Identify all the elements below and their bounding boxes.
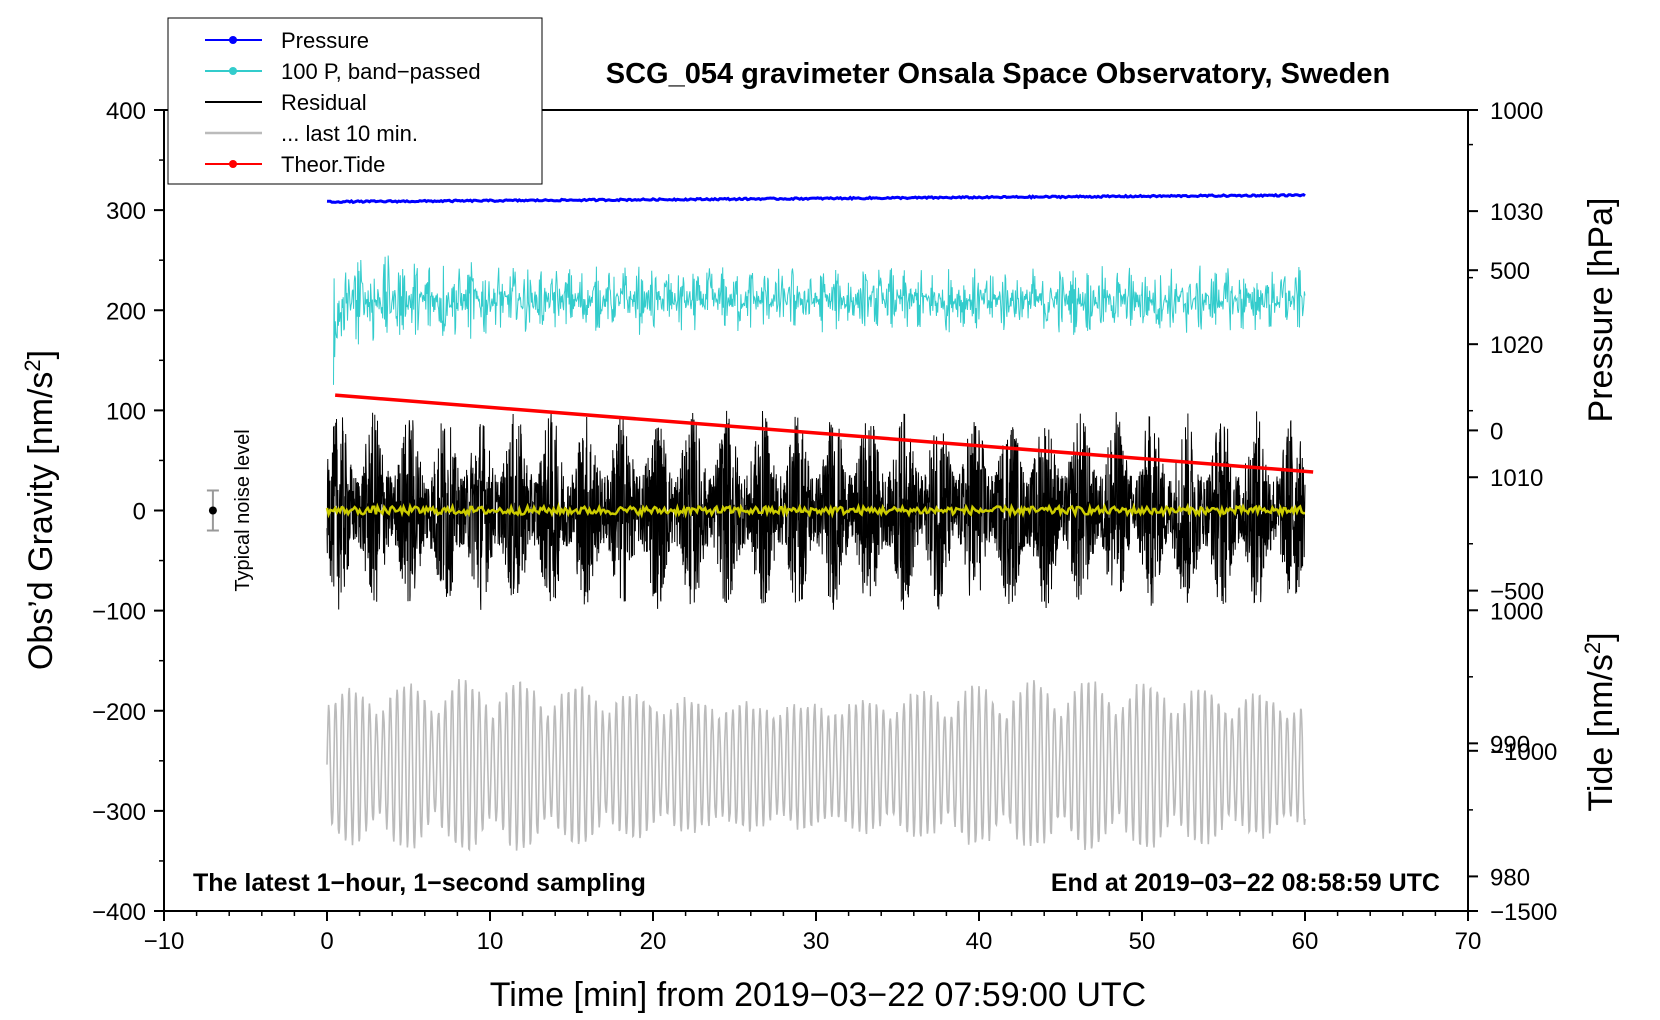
pressure-tick-label: 1020 bbox=[1490, 332, 1543, 359]
y-tick-label: −400 bbox=[92, 899, 146, 926]
y-axis-title-main: Obs’d Gravity [nm/s bbox=[22, 372, 60, 671]
tide-axis-title: Tide [nm/s2] bbox=[1580, 632, 1620, 811]
x-tick-label: 50 bbox=[1129, 928, 1156, 955]
x-tick-label: 70 bbox=[1455, 928, 1482, 955]
y-axis-title-sup: 2 bbox=[20, 359, 45, 371]
tide-axis-title-main: Tide [nm/s bbox=[1582, 654, 1620, 811]
tide-tick-label: 500 bbox=[1490, 258, 1530, 285]
legend-label: Pressure bbox=[281, 28, 369, 53]
series-theor-tide-line bbox=[335, 393, 1314, 474]
y-tick-label: 200 bbox=[106, 298, 146, 325]
noise-level-indicator: Typical noise level bbox=[206, 429, 254, 592]
pressure-tick-label: 1010 bbox=[1490, 465, 1543, 492]
y-tick-label: 400 bbox=[106, 98, 146, 125]
y-axis-ticks: 400 300 200 100 0 −100 −200 −300 −400 bbox=[92, 98, 164, 926]
x-tick-label: 10 bbox=[477, 928, 504, 955]
series-layer bbox=[325, 192, 1314, 852]
y-tick-label: 300 bbox=[106, 198, 146, 225]
x-tick-label: 60 bbox=[1292, 928, 1319, 955]
annotation-end-time: End at 2019−03−22 08:58:59 UTC bbox=[1051, 869, 1440, 897]
noise-center-dot bbox=[208, 506, 217, 515]
tide-tick-label: −1500 bbox=[1490, 899, 1557, 926]
legend-swatch-marker bbox=[229, 67, 237, 75]
tide-axis-title-end: ] bbox=[1582, 632, 1620, 641]
tide-tick-label: 0 bbox=[1490, 418, 1503, 445]
legend-label: ... last 10 min. bbox=[281, 121, 418, 146]
pressure-axis-ticks: 1030 1020 1010 1000 990 980 bbox=[1468, 143, 1543, 891]
chart-title: SCG_054 gravimeter Onsala Space Observat… bbox=[606, 58, 1390, 90]
tide-tick-label: 1000 bbox=[1490, 98, 1543, 125]
x-tick-label: 20 bbox=[640, 928, 667, 955]
x-tick-label: 0 bbox=[320, 928, 333, 955]
legend-swatch-marker bbox=[229, 160, 237, 168]
y-tick-label: −200 bbox=[92, 699, 146, 726]
y-axis-title-end: ] bbox=[22, 350, 60, 359]
legend-label: Theor.Tide bbox=[281, 152, 385, 177]
y-tick-label: 0 bbox=[133, 499, 146, 526]
series-last-10-min-line bbox=[326, 679, 1306, 852]
legend-label: 100 P, band−passed bbox=[281, 59, 481, 84]
y-tick-label: −300 bbox=[92, 799, 146, 826]
noise-label: Typical noise level bbox=[232, 429, 254, 591]
series-running-mean-line bbox=[325, 501, 1306, 519]
tide-axis-title-sup: 2 bbox=[1580, 642, 1605, 654]
x-tick-label: 40 bbox=[966, 928, 993, 955]
pressure-tick-label: 1000 bbox=[1490, 598, 1543, 625]
y-tick-label: −100 bbox=[92, 599, 146, 626]
annotation-sampling: The latest 1−hour, 1−second sampling bbox=[193, 869, 646, 897]
series-pressure-line bbox=[326, 192, 1306, 205]
legend-label: Residual bbox=[281, 90, 367, 115]
pressure-tick-label: 990 bbox=[1490, 731, 1530, 758]
pressure-tick-label: 1030 bbox=[1490, 199, 1543, 226]
pressure-axis-title: Pressure [hPa] bbox=[1582, 198, 1620, 423]
legend-swatch-marker bbox=[229, 36, 237, 44]
pressure-tick-label: 980 bbox=[1490, 864, 1530, 891]
y-axis-title: Obs’d Gravity [nm/s2] bbox=[20, 350, 60, 670]
x-axis-ticks: −10 0 10 20 30 40 50 60 70 bbox=[144, 911, 1482, 955]
series-residual-line bbox=[326, 410, 1306, 610]
tide-tick-label: −500 bbox=[1490, 579, 1544, 606]
y-tick-label: 100 bbox=[106, 398, 146, 425]
x-axis-title: Time [min] from 2019−03−22 07:59:00 UTC bbox=[490, 976, 1146, 1014]
x-tick-label: 30 bbox=[803, 928, 830, 955]
legend: Pressure 100 P, band−passed Residual ... la… bbox=[167, 17, 543, 185]
series-band-passed-line bbox=[333, 255, 1306, 385]
x-tick-label: −10 bbox=[144, 928, 185, 955]
tide-tick-label: −1000 bbox=[1490, 739, 1557, 766]
tide-axis-ticks: 1000 500 0 −500 −1000 −1500 bbox=[1468, 98, 1557, 926]
